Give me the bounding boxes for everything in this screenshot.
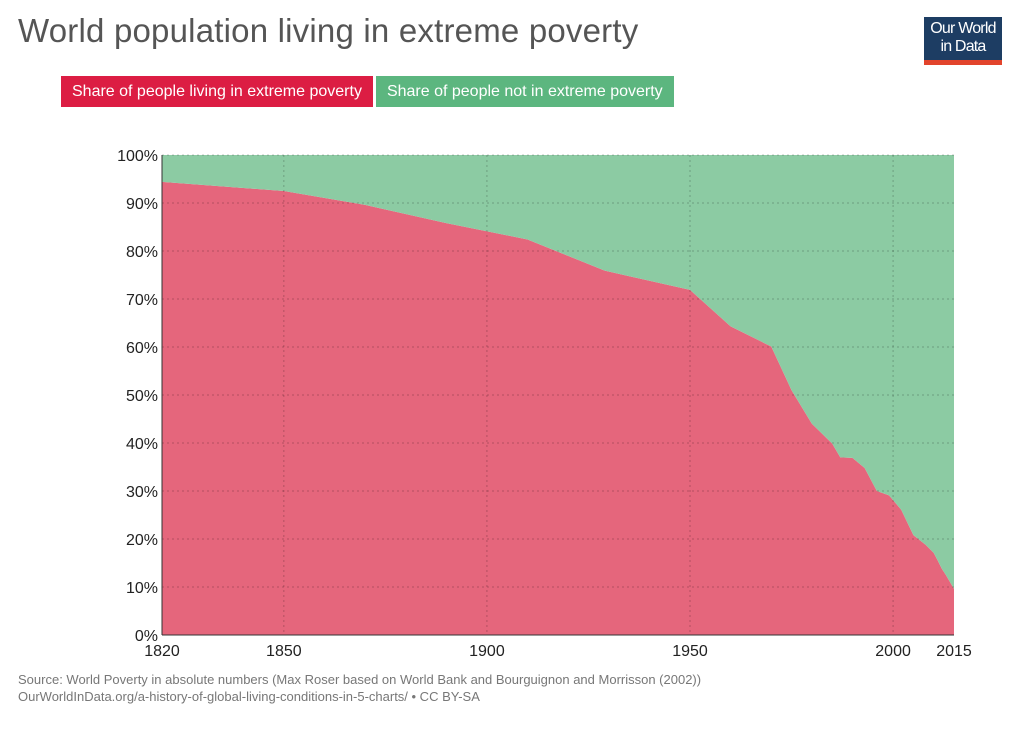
x-tick-label: 1950 (672, 643, 708, 660)
x-tick-label: 1850 (266, 643, 302, 660)
y-tick-label: 60% (126, 340, 158, 357)
y-tick-label: 50% (126, 388, 158, 405)
logo-line-1: Our World (930, 20, 996, 37)
area-series-poverty[interactable] (162, 181, 954, 635)
x-tick-label: 2015 (936, 643, 972, 660)
y-tick-label: 40% (126, 436, 158, 453)
x-tick-label: 1820 (144, 643, 180, 660)
owid-logo[interactable]: Our World in Data (924, 17, 1002, 65)
area-series-not-poverty[interactable] (162, 155, 954, 589)
x-tick-label: 1900 (469, 643, 505, 660)
legend-item-poverty[interactable]: Share of people living in extreme povert… (61, 76, 373, 107)
source-url[interactable]: OurWorldInData.org/a-history-of-global-l… (18, 689, 480, 704)
y-tick-label: 100% (117, 148, 158, 165)
y-tick-label: 30% (126, 484, 158, 501)
source-line: Source: World Poverty in absolute number… (18, 672, 702, 687)
source-note: Source: World Poverty in absolute number… (18, 671, 701, 705)
y-tick-label: 10% (126, 580, 158, 597)
y-tick-label: 0% (135, 628, 158, 645)
legend: Share of people living in extreme povert… (61, 76, 677, 107)
y-tick-label: 80% (126, 244, 158, 261)
y-tick-label: 70% (126, 292, 158, 309)
legend-item-not-poverty[interactable]: Share of people not in extreme poverty (375, 76, 674, 107)
y-tick-label: 20% (126, 532, 158, 549)
logo-line-2: in Data (940, 38, 986, 55)
x-tick-label: 2000 (875, 643, 911, 660)
y-tick-label: 90% (126, 196, 158, 213)
chart-title: World population living in extreme pover… (18, 12, 639, 49)
